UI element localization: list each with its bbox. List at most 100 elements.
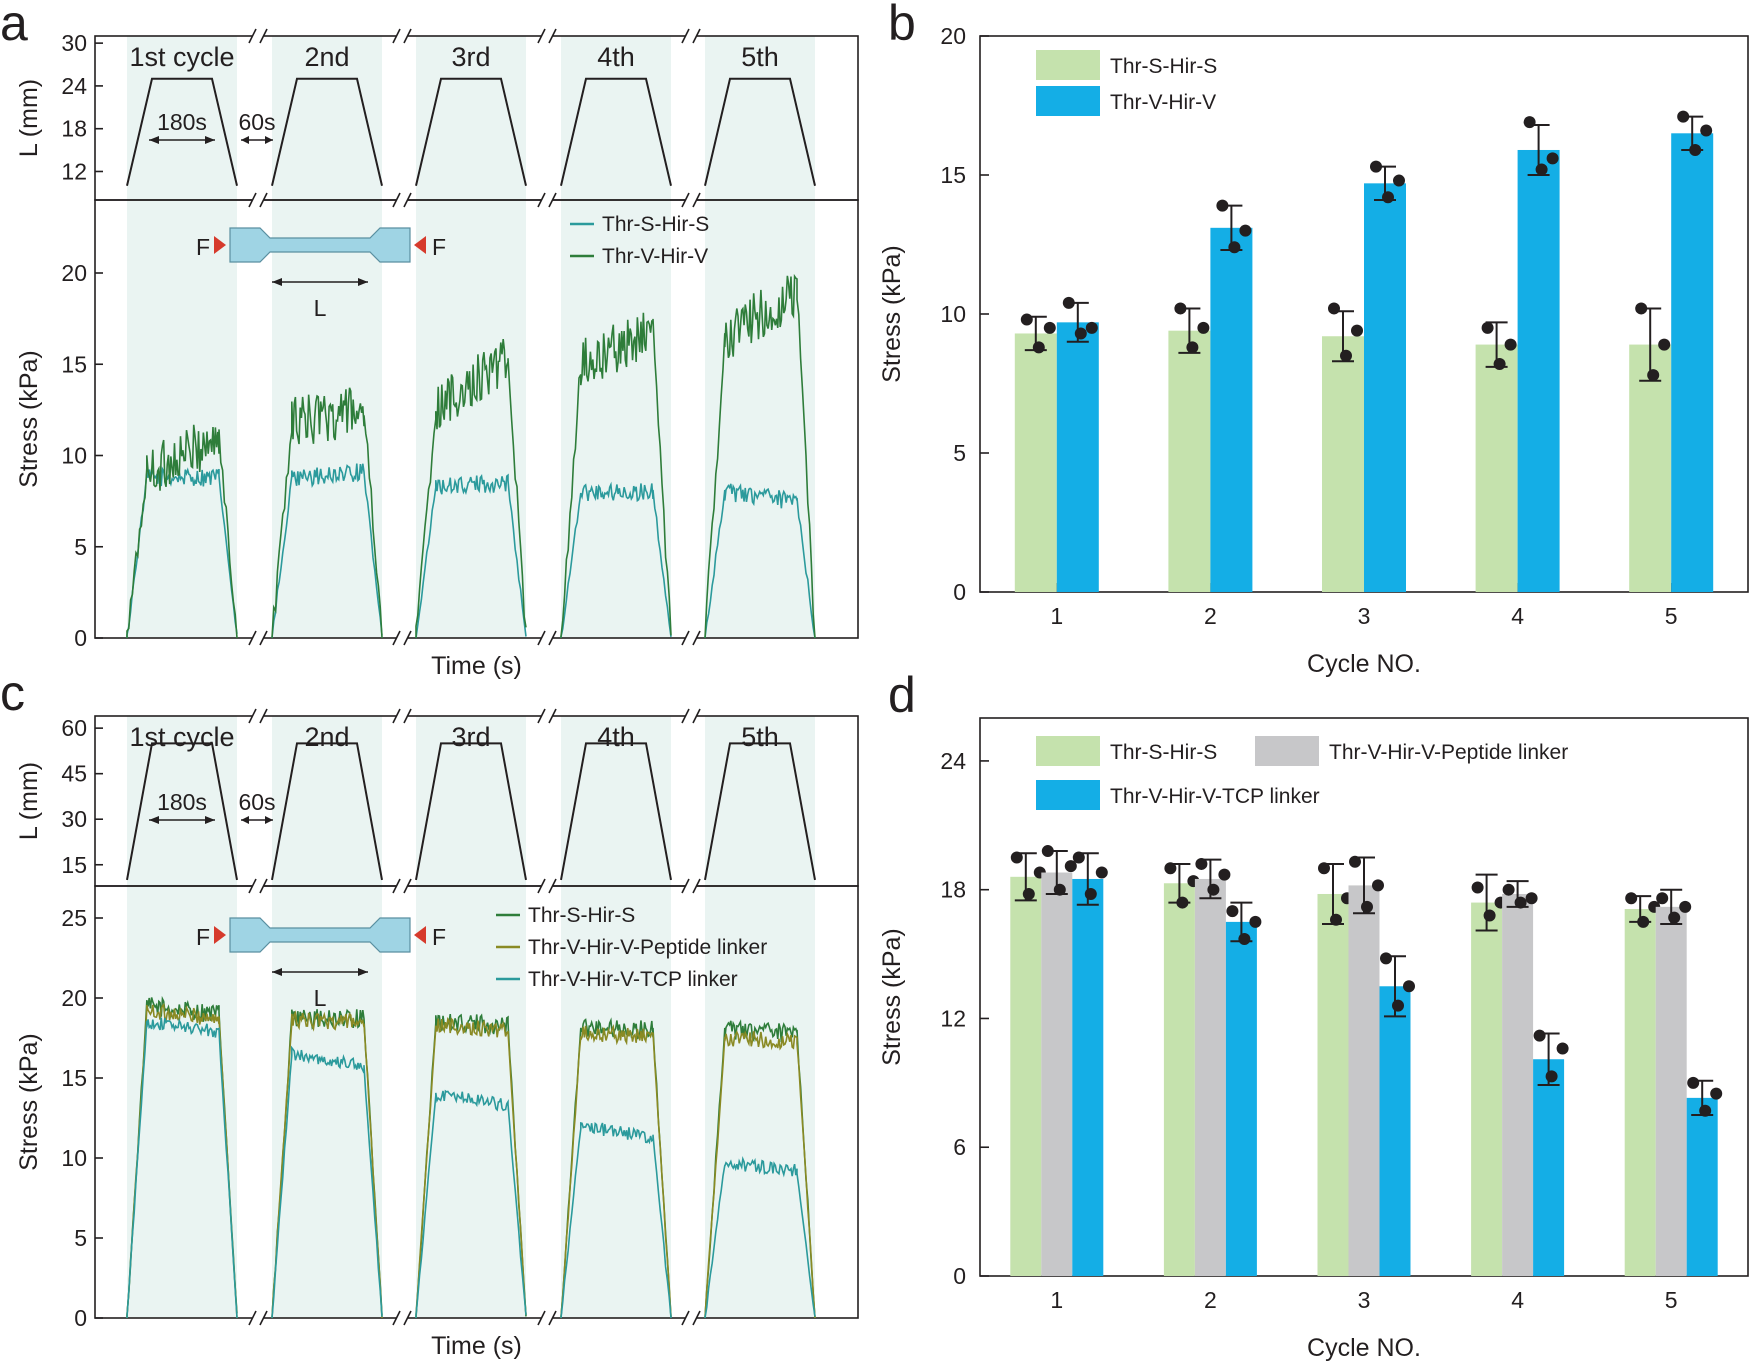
axis-break-mark: [548, 192, 557, 208]
data-point: [1349, 855, 1361, 868]
axis-break-mark: [248, 630, 257, 646]
data-point: [1361, 900, 1373, 913]
data-point: [1043, 321, 1056, 334]
axis-break-mark: [259, 1310, 268, 1326]
axis-break-mark: [259, 192, 268, 208]
bar: [1322, 336, 1364, 592]
data-point: [1022, 887, 1035, 900]
axis-break-mark: [248, 878, 257, 894]
axis-break-gap: [685, 632, 697, 644]
axis-break-mark: [548, 630, 557, 646]
data-point: [1238, 933, 1251, 946]
axis-break-mark: [248, 1310, 257, 1326]
bar: [1475, 344, 1518, 592]
axis-break-mark: [248, 708, 257, 724]
data-point: [1084, 887, 1097, 900]
data-point: [1546, 152, 1559, 165]
bar: [1671, 133, 1714, 593]
axis-break-mark: [403, 28, 412, 44]
force-arrow-right-icon: [414, 236, 426, 254]
bottom-subplot-frame: [94, 199, 859, 639]
data-point: [1372, 879, 1384, 892]
cycle-band: [705, 36, 815, 638]
axis-break-mark: [392, 708, 401, 724]
x-tick-label: 5: [1665, 1287, 1678, 1313]
force-label-right: F: [432, 234, 446, 260]
data-point: [1504, 338, 1517, 351]
axis-break-mark: [548, 708, 557, 724]
data-point: [1186, 341, 1199, 354]
axis-break-gap: [252, 1312, 264, 1324]
panel-letter-d: d: [888, 667, 916, 723]
data-point: [1625, 892, 1638, 905]
axis-break-gap: [685, 710, 697, 722]
data-point: [1700, 124, 1713, 137]
hold-time-label: 180s: [157, 109, 207, 135]
cycle-band: [416, 36, 526, 638]
x-tick-label: 3: [1358, 603, 1371, 629]
axis-break-mark: [403, 630, 412, 646]
axis-break-mark: [392, 28, 401, 44]
axis-break-mark: [537, 192, 546, 208]
axis-break-mark: [403, 708, 412, 724]
stress-trace: [271, 1010, 383, 1319]
legend-swatch: [1036, 50, 1100, 80]
force-label-left: F: [196, 924, 210, 950]
legend-label: Thr-S-Hir-S: [528, 904, 635, 927]
bar: [1168, 330, 1211, 592]
bar: [1624, 909, 1656, 1276]
bar: [1686, 1097, 1718, 1276]
cycle-label: 5th: [741, 42, 779, 72]
top-y-tick-label: 30: [61, 30, 87, 56]
y-axis-label: Stress (kPa): [878, 928, 906, 1066]
y-tick-label: 10: [61, 1145, 87, 1171]
data-point: [1218, 868, 1231, 881]
bar: [1629, 344, 1672, 592]
axis-break-gap: [252, 710, 264, 722]
hold-arrow-head: [149, 136, 159, 144]
bar: [1014, 333, 1057, 592]
axis-break-gap: [252, 194, 264, 206]
data-point: [1545, 1070, 1558, 1083]
cycle-label: 2nd: [304, 722, 349, 752]
force-label-right: F: [432, 924, 446, 950]
panel-letter-c: c: [0, 665, 25, 721]
legend-label: Thr-V-Hir-V: [602, 245, 708, 268]
legend-label: Thr-V-Hir-V-Peptide linker: [528, 936, 767, 959]
data-point: [1392, 999, 1404, 1012]
data-point: [1679, 900, 1692, 913]
hold-time-label: 180s: [157, 789, 207, 815]
y-tick-label: 10: [61, 443, 87, 469]
axis-break-gap: [541, 1312, 553, 1324]
axis-break-mark: [537, 1310, 546, 1326]
axis-break-mark: [692, 630, 701, 646]
data-point: [1340, 349, 1352, 362]
axis-break-gap: [396, 194, 408, 206]
strain-profile: [704, 742, 816, 881]
data-point: [1677, 110, 1690, 123]
stress-trace: [271, 387, 383, 639]
data-point: [1523, 116, 1536, 129]
bar: [1194, 878, 1226, 1276]
legend-swatch: [1036, 86, 1100, 116]
cycle-label: 1st cycle: [129, 722, 234, 752]
rest-arrow-head: [241, 136, 249, 144]
rest-arrow-head: [241, 816, 249, 824]
cycle-label: 3rd: [451, 42, 490, 72]
stress-trace: [415, 338, 527, 638]
axis-break-mark: [259, 708, 268, 724]
axis-break-mark: [392, 630, 401, 646]
cycle-label: 4th: [597, 722, 635, 752]
axis-break-mark: [681, 28, 690, 44]
axis-break-gap: [252, 880, 264, 892]
data-point: [1403, 980, 1415, 993]
y-tick-label: 20: [940, 23, 966, 49]
stress-trace: [704, 1019, 816, 1319]
y-tick-label: 15: [940, 162, 966, 188]
panel-b-bar-chart: 0 5 10 15 20 1 2 3 4 5 Cycle NO. Stress (kPa) Thr-S-…: [878, 23, 1749, 678]
specimen-icon: [229, 227, 411, 263]
data-point: [1710, 1087, 1723, 1100]
data-point: [1216, 199, 1229, 212]
hold-arrow-head: [149, 816, 159, 824]
